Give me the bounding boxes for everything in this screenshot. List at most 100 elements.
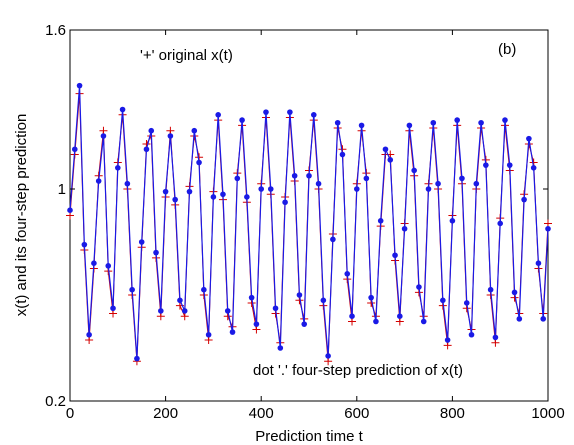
prediction-dot-marker (191, 127, 198, 134)
prediction-dot-marker (411, 167, 417, 174)
prediction-dot-marker (497, 220, 504, 227)
plot-area (69, 29, 549, 402)
prediction-dot-marker (277, 345, 284, 351)
prediction-dot-marker (91, 260, 97, 267)
prediction-dot-marker (435, 180, 441, 187)
prediction-dot-marker (258, 186, 265, 192)
prediction-dot-marker (526, 135, 532, 142)
x-tick-label: 600 (344, 405, 369, 422)
prediction-dot-marker (158, 308, 164, 314)
prediction-dot-marker (397, 313, 403, 320)
prediction-dot-marker (387, 157, 394, 163)
prediction-dot-marker (205, 331, 212, 338)
prediction-dot-marker (110, 305, 116, 312)
x-tick-label: 200 (153, 405, 178, 422)
series-layer (66, 82, 552, 366)
prediction-dot-marker (181, 308, 188, 314)
prediction-dot-marker (382, 146, 389, 153)
prediction-dot-marker (363, 175, 370, 182)
ticks-layer: 0 200 400 600 800 1000 0.2 1 1.6 (45, 22, 565, 422)
prediction-dot-marker (129, 286, 135, 293)
prediction-dot-marker (138, 239, 145, 245)
prediction-dot-marker (162, 188, 169, 195)
prediction-dot-marker (354, 186, 360, 192)
prediction-dot-marker (291, 172, 298, 179)
x-tick-label: 0 (66, 405, 74, 422)
y-axis-label: x(t) and its four-step prediction (13, 114, 30, 317)
prediction-dot-marker (81, 241, 88, 248)
prediction-dot-marker (67, 207, 73, 213)
prediction-dot-marker (105, 263, 112, 269)
prediction-dot-marker (71, 146, 78, 153)
prediction-dot-marker (473, 180, 480, 187)
prediction-dot-marker (263, 109, 269, 115)
prediction-dot-marker (468, 331, 475, 338)
prediction-dot-marker (244, 194, 250, 200)
panel-label: (b) (498, 41, 516, 58)
y-tick-label: 0.2 (45, 393, 66, 410)
prediction-dot-marker (401, 225, 408, 232)
prediction-dot-marker (368, 294, 374, 301)
prediction-dot-marker (234, 175, 241, 182)
prediction-dot-marker (344, 271, 351, 277)
prediction-dot-marker (506, 162, 513, 168)
prediction-dot-marker (301, 321, 308, 327)
prediction-dot-marker (330, 236, 336, 243)
prediction-dot-marker (239, 117, 245, 123)
prediction-dot-marker (478, 119, 484, 126)
prediction-dot-marker (406, 122, 413, 129)
x-tick-label: 400 (249, 405, 274, 422)
prediction-dot-marker (487, 286, 494, 293)
prediction-series-annotation: dot '.' four-step prediction of x(t) (253, 362, 463, 379)
y-tick-label: 1.6 (45, 22, 66, 39)
prediction-dot-marker (134, 355, 140, 362)
prediction-dot-marker (272, 305, 279, 312)
prediction-dot-marker (119, 106, 126, 113)
prediction-dot-marker (172, 196, 178, 203)
prediction-dot-marker (224, 308, 231, 314)
prediction-dot-marker (459, 175, 465, 182)
prediction-dot-marker (148, 127, 155, 134)
prediction-dot-marker (287, 109, 293, 115)
prediction-dot-marker (420, 318, 427, 325)
prediction-dot-marker (425, 186, 432, 192)
prediction-dot-marker (339, 151, 346, 158)
prediction-dot-marker (545, 225, 551, 232)
prediction-dot-marker (430, 119, 437, 126)
prediction-dot-marker (334, 119, 341, 126)
prediction-dot-marker (196, 159, 202, 166)
x-tick-label: 1000 (531, 405, 564, 422)
prediction-dot-marker (296, 292, 303, 298)
prediction-dot-marker (492, 334, 499, 341)
prediction-dot-marker (320, 297, 327, 304)
prediction-dot-marker (229, 329, 236, 335)
prediction-dot-marker (86, 331, 92, 338)
prediction-dot-marker (535, 260, 542, 267)
prediction-dot-marker (521, 196, 527, 203)
prediction-dot-marker (444, 337, 451, 343)
prediction-dot-marker (502, 117, 508, 123)
prediction-dot-marker (124, 180, 131, 187)
prediction-dot-marker (76, 82, 83, 89)
prediction-dot-marker (220, 191, 226, 198)
prediction-dot-marker (416, 284, 422, 290)
prediction-dot-marker (248, 294, 255, 301)
x-tick-label: 800 (440, 405, 465, 422)
prediction-dot-marker (143, 146, 150, 153)
prediction-dot-marker (153, 249, 159, 256)
original-series-annotation: '+' original x(t) (140, 47, 233, 64)
y-tick-label: 1 (58, 181, 66, 198)
prediction-dot-marker (201, 286, 207, 293)
prediction-dot-marker (306, 172, 312, 179)
prediction-dot-marker (115, 165, 121, 171)
prediction-dot-marker (373, 318, 379, 325)
prediction-dot-marker (463, 300, 470, 306)
prediction-dot-marker (349, 313, 355, 320)
prediction-dot-marker (315, 180, 322, 187)
prediction-dot-marker (95, 178, 102, 184)
prediction-dot-marker (282, 199, 288, 206)
prediction-dot-marker (358, 122, 365, 129)
prediction-dot-marker (392, 252, 398, 259)
prediction-dot-marker (167, 133, 174, 139)
